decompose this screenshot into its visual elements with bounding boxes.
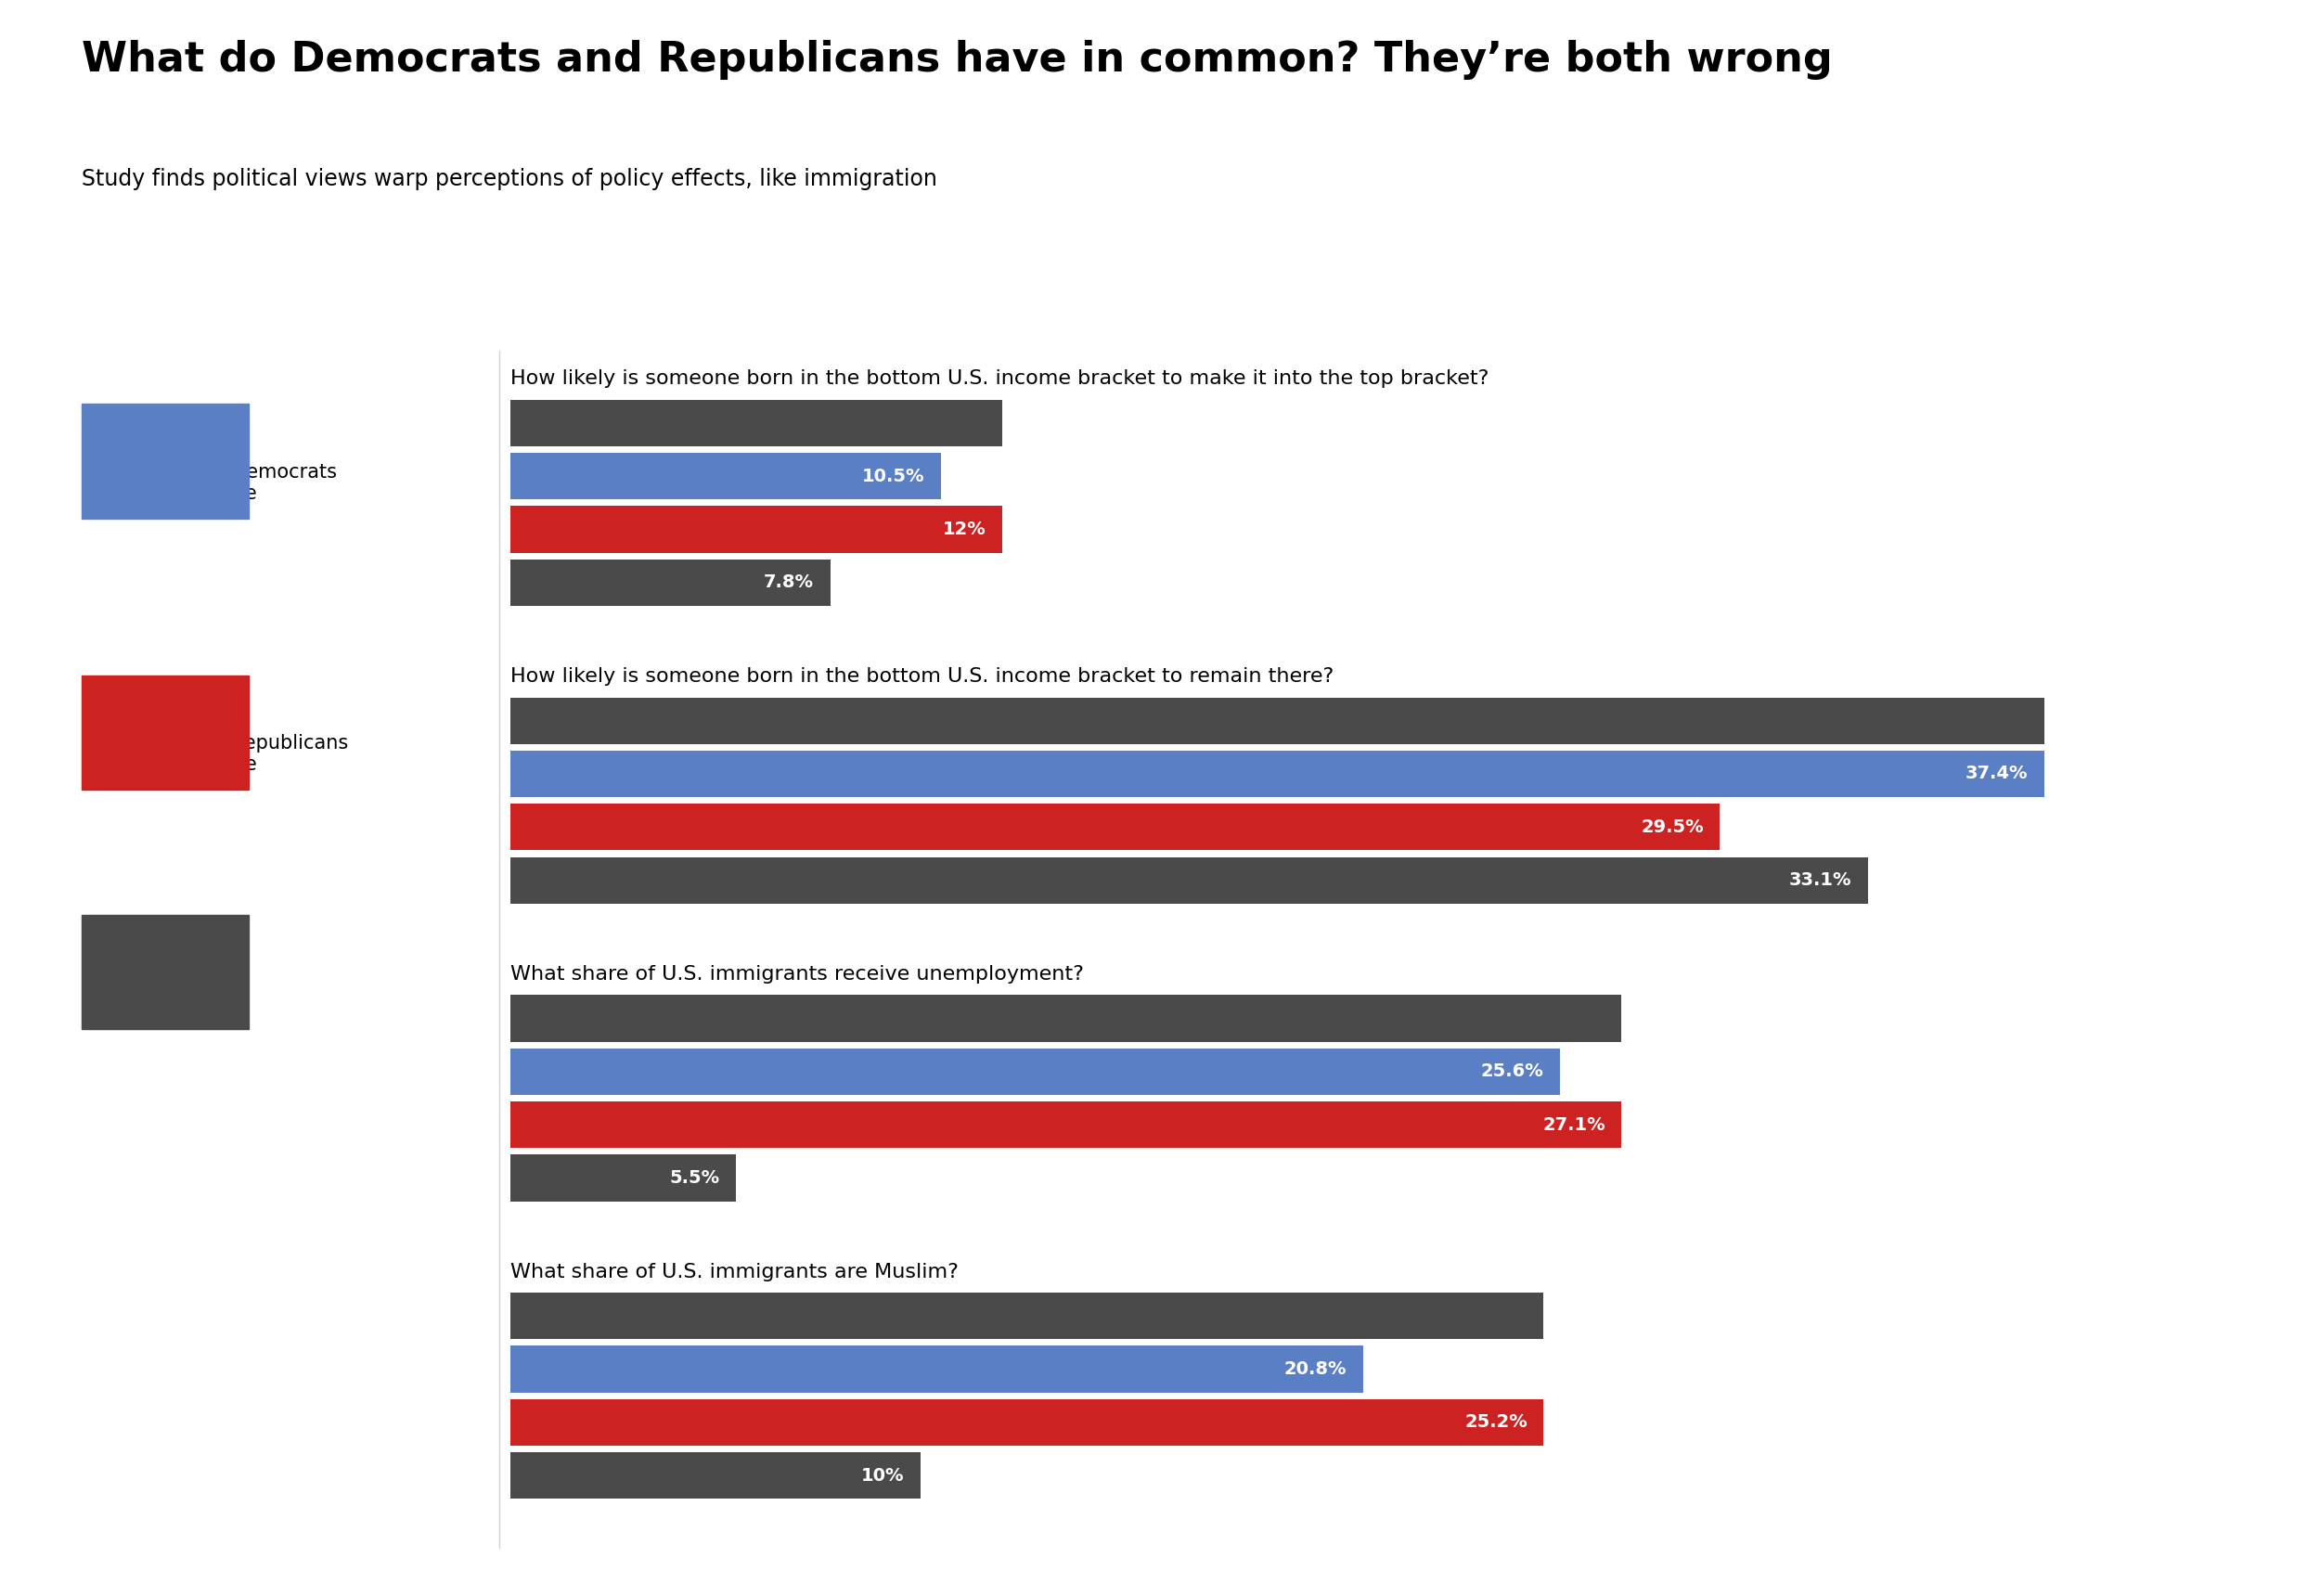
Bar — [510, 1452, 921, 1499]
Text: 5.5%: 5.5% — [668, 1170, 719, 1187]
Text: Reality: Reality — [174, 985, 241, 1002]
Text: 7.8%: 7.8% — [763, 575, 814, 592]
Bar — [510, 804, 1719, 851]
Bar — [510, 750, 2044, 796]
Bar — [510, 857, 1868, 903]
Text: 25.6%: 25.6% — [1480, 1063, 1543, 1080]
Bar — [510, 1345, 1364, 1392]
Bar — [510, 1154, 735, 1202]
Text: 12%: 12% — [942, 520, 986, 538]
Bar — [510, 453, 942, 500]
Text: How likely is someone born in the bottom U.S. income bracket to make it into the: How likely is someone born in the bottom… — [510, 369, 1489, 388]
Text: 27.1%: 27.1% — [1543, 1116, 1605, 1133]
Bar — [510, 559, 831, 606]
Text: 33.1%: 33.1% — [1789, 871, 1851, 889]
Text: What do Democrats and Republicans have in common? They’re both wrong: What do Democrats and Republicans have i… — [81, 40, 1833, 80]
Bar — [510, 1101, 1622, 1148]
Bar — [510, 994, 1622, 1042]
Text: Study finds political views warp perceptions of policy effects, like immigration: Study finds political views warp percept… — [81, 168, 937, 190]
Text: What share of U.S. immigrants receive unemployment?: What share of U.S. immigrants receive un… — [510, 966, 1083, 983]
Bar — [510, 1400, 1543, 1446]
Bar — [510, 506, 1002, 552]
Text: 29.5%: 29.5% — [1640, 819, 1703, 836]
Bar — [510, 697, 2044, 744]
Text: How likely is someone born in the bottom U.S. income bracket to remain there?: How likely is someone born in the bottom… — [510, 667, 1334, 686]
Text: 10.5%: 10.5% — [863, 468, 926, 485]
Text: What share of U.S. immigrants are Muslim?: What share of U.S. immigrants are Muslim… — [510, 1262, 958, 1282]
Text: 37.4%: 37.4% — [1965, 764, 2028, 782]
Text: What Republicans
perceive: What Republicans perceive — [174, 734, 348, 774]
Text: 25.2%: 25.2% — [1464, 1414, 1527, 1432]
Text: 20.8%: 20.8% — [1285, 1360, 1348, 1377]
Bar — [510, 1293, 1543, 1339]
Bar — [510, 399, 1002, 447]
Text: 10%: 10% — [861, 1467, 905, 1484]
Text: What Democrats
perceive: What Democrats perceive — [174, 463, 336, 503]
Bar — [510, 1049, 1559, 1095]
